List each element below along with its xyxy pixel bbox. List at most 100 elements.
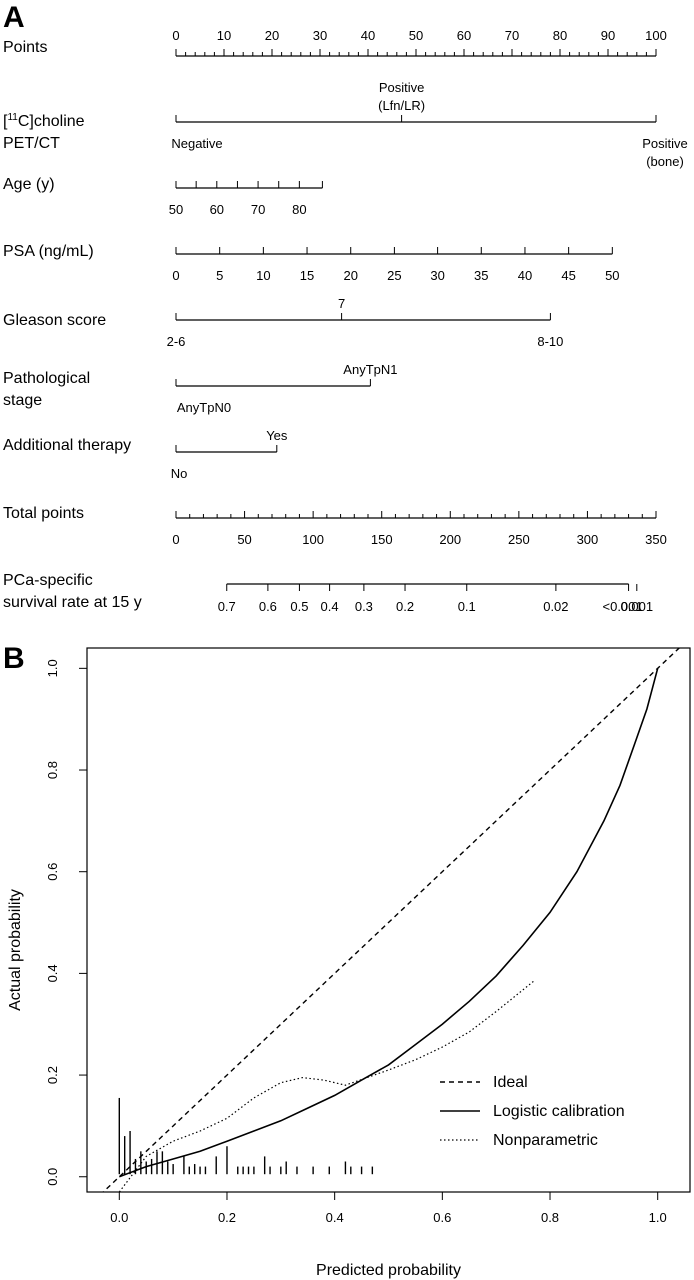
survival-label: PCa-specific	[3, 572, 93, 589]
x-tick-label: 0.4	[326, 1210, 344, 1225]
stage-category-label: AnyTpN1	[343, 362, 397, 377]
nomogram-row-stage: Pathological stage AnyTpN0 AnyTpN1	[3, 362, 398, 415]
choline-category-label: Negative	[171, 136, 222, 151]
choline-category-label: Positive	[379, 80, 425, 95]
y-axis-title: Actual probability	[7, 889, 24, 1011]
points-tick-label: 50	[409, 28, 423, 43]
survival-tick-label: 0.02	[543, 599, 568, 614]
gleason-category-label: 2-6	[167, 334, 186, 349]
nomogram-row-psa: PSA (ng/mL) 0 5 10 15 20 25 30 35 40 45 50	[3, 243, 620, 283]
points-tick-label: 40	[361, 28, 375, 43]
psa-tick-label: 40	[518, 268, 532, 283]
panel-a-letter: A	[3, 1, 25, 34]
points-tick-label: 30	[313, 28, 327, 43]
psa-tick-label: 20	[343, 268, 357, 283]
survival-tick-label: 0.7	[218, 599, 236, 614]
age-label: Age (y)	[3, 176, 55, 193]
total-label: Total points	[3, 505, 84, 522]
points-tick-label: 100	[645, 28, 667, 43]
nomogram-row-choline: [11C]choline PET/CT Negative Positive (Lfn/L…	[3, 80, 688, 169]
plot-frame	[86, 647, 691, 1193]
psa-tick-label: 25	[387, 268, 401, 283]
age-tick-label: 70	[251, 202, 265, 217]
nomogram-row-gleason: Gleason score 2-6 7 8-10	[3, 296, 563, 349]
points-tick-label: 20	[265, 28, 279, 43]
points-tick-label: 90	[601, 28, 615, 43]
psa-label: PSA (ng/mL)	[3, 243, 94, 260]
x-tick-label: 0.0	[110, 1210, 128, 1225]
survival-tick-label: 0.4	[321, 599, 339, 614]
y-tick-label: 0.6	[45, 863, 60, 881]
series-line-nonparametric	[118, 980, 535, 1192]
nomogram-row-age: Age (y) 50 60 70 80	[3, 176, 323, 217]
total-tick-label: 150	[371, 532, 393, 547]
total-tick-label: 200	[439, 532, 461, 547]
survival-tick-label: 0.001	[621, 599, 654, 614]
y-tick-label: 0.0	[45, 1168, 60, 1186]
survival-tick-label: 0.3	[355, 599, 373, 614]
psa-tick-label: 45	[561, 268, 575, 283]
psa-tick-label: 15	[300, 268, 314, 283]
psa-tick-label: 10	[256, 268, 270, 283]
panel-b-letter: B	[3, 642, 25, 675]
choline-category-label: (bone)	[646, 154, 684, 169]
survival-label: survival rate at 15 y	[3, 594, 142, 611]
x-tick-label: 0.6	[433, 1210, 451, 1225]
therapy-category-label: No	[171, 466, 188, 481]
series-line-ideal	[102, 648, 681, 1192]
psa-tick-label: 30	[430, 268, 444, 283]
points-tick-label: 80	[553, 28, 567, 43]
total-tick-label: 100	[302, 532, 324, 547]
calibration-plot: 0.0 0.2 0.4 0.6 0.8 1.0 0.0 0.2 0.4 0.6 0.8 1.0 Pred…	[7, 647, 691, 1279]
age-tick-label: 60	[210, 202, 224, 217]
stage-label: Pathological	[3, 370, 90, 387]
age-tick-label: 50	[169, 202, 183, 217]
psa-tick-label: 35	[474, 268, 488, 283]
survival-tick-label: 0.2	[396, 599, 414, 614]
total-tick-label: 350	[645, 532, 667, 547]
survival-tick-label: 0.5	[290, 599, 308, 614]
age-tick-label: 80	[292, 202, 306, 217]
therapy-label: Additional therapy	[3, 437, 131, 454]
total-tick-label: 0	[172, 532, 179, 547]
total-tick-label: 250	[508, 532, 530, 547]
psa-tick-label: 50	[605, 268, 619, 283]
psa-tick-label: 0	[172, 268, 179, 283]
nomogram-row-survival: PCa-specific survival rate at 15 y 0.7 0.6 0…	[3, 572, 653, 614]
stage-label: stage	[3, 392, 42, 409]
x-tick-label: 0.2	[218, 1210, 236, 1225]
gleason-label: Gleason score	[3, 312, 106, 329]
x-axis-title: Predicted probability	[316, 1262, 461, 1279]
survival-tick-label: 0.1	[458, 599, 476, 614]
points-tick-label: 10	[217, 28, 231, 43]
choline-category-label: Positive	[642, 136, 688, 151]
choline-label: PET/CT	[3, 135, 60, 152]
points-label: Points	[3, 39, 47, 56]
nomogram-row-total: Total points 0 50 100 150 200 250 300 350	[3, 505, 667, 547]
legend-label-logistic-calibration: Logistic calibration	[493, 1103, 625, 1120]
survival-tick-label: 0.6	[259, 599, 277, 614]
y-tick-label: 0.4	[45, 964, 60, 982]
y-tick-label: 0.8	[45, 761, 60, 779]
choline-category-label: (Lfn/LR)	[378, 98, 425, 113]
y-tick-label: 0.2	[45, 1066, 60, 1084]
legend-label-nonparametric: Nonparametric	[493, 1132, 598, 1149]
nomogram-row-therapy: Additional therapy No Yes	[3, 428, 288, 481]
x-tick-label: 0.8	[541, 1210, 559, 1225]
y-tick-label: 1.0	[45, 659, 60, 677]
gleason-category-label: 7	[338, 296, 345, 311]
total-tick-label: 300	[577, 532, 599, 547]
series-line-logistic-calibration	[119, 668, 659, 1178]
x-tick-label: 1.0	[649, 1210, 667, 1225]
nomogram-row-points: Points 0 10 20 30 40 50 60 70 80 90 100	[3, 28, 667, 57]
therapy-category-label: Yes	[266, 428, 288, 443]
total-tick-label: 50	[237, 532, 251, 547]
gleason-category-label: 8-10	[537, 334, 563, 349]
points-tick-label: 60	[457, 28, 471, 43]
survival-tick-label: <0.001	[603, 599, 643, 614]
points-tick-label: 70	[505, 28, 519, 43]
choline-label: [11C]choline	[3, 112, 85, 130]
legend-label-ideal: Ideal	[493, 1074, 528, 1091]
